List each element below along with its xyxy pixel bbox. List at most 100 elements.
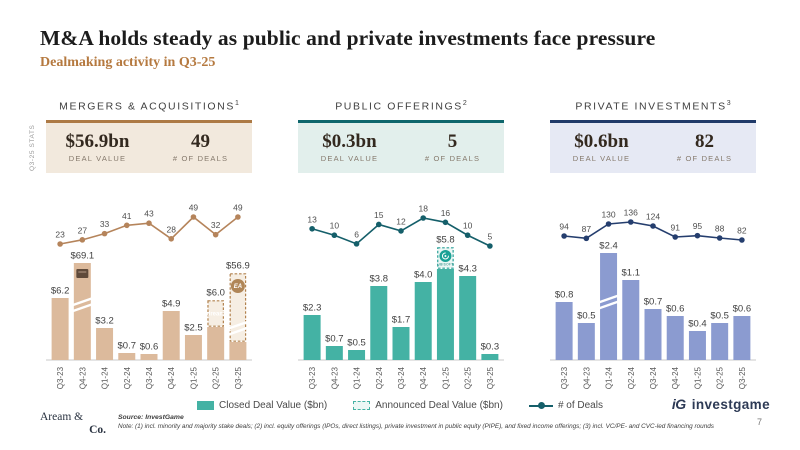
- deals-value-label: 10: [463, 220, 473, 230]
- category-label: Q1-25: [693, 366, 702, 389]
- bar-break-mark: [71, 296, 93, 306]
- category-label: Q1-24: [605, 366, 614, 389]
- legend-number-of-deals: # of Deals: [528, 400, 603, 411]
- deals-point: [57, 240, 63, 247]
- deal-count-stat: 49 # OF DEALS: [149, 132, 252, 163]
- category-label: Q2-25: [212, 366, 221, 389]
- deal-value: $0.6bn: [574, 131, 629, 153]
- bar-value-label: $0.3: [481, 341, 500, 352]
- bar-value-label: $2.5: [184, 322, 203, 333]
- bar-value-label: $0.4: [688, 318, 707, 329]
- deals-value-label: 13: [307, 214, 317, 224]
- bar-value-label: $4.0: [414, 269, 433, 280]
- closed-bar: [555, 301, 573, 360]
- panel-header-label: MERGERS & ACQUISITIONS: [59, 100, 235, 113]
- category-label: Q2-24: [375, 366, 384, 389]
- deals-point: [331, 231, 338, 238]
- bar-value-label: $2.3: [303, 302, 322, 313]
- category-label: Q4-24: [167, 366, 176, 389]
- deal-count-stat: 5 # OF DEALS: [401, 132, 504, 163]
- category-label: Q4-24: [671, 366, 680, 389]
- deals-value-label: 136: [624, 207, 638, 217]
- deal-count-label: # OF DEALS: [424, 153, 481, 163]
- closed-bar: [325, 345, 343, 360]
- deals-value-label: 10: [330, 220, 340, 230]
- ubisoft-logo-text: UBISOFT: [437, 262, 453, 266]
- closed-bar: [348, 349, 366, 360]
- deals-value-label: 95: [693, 221, 703, 231]
- closed-bar: [711, 322, 729, 360]
- bar-value-label: $1.7: [392, 314, 411, 325]
- page-title: M&A holds steady as public and private i…: [40, 26, 656, 50]
- deals-point: [212, 231, 219, 237]
- panel-header: PRIVATE INVESTMENTS3: [550, 100, 756, 113]
- deals-value-label: 49: [233, 202, 243, 212]
- deals-value-label: 82: [737, 225, 747, 235]
- announced-bar: [207, 299, 224, 327]
- category-label: Q3-24: [397, 366, 406, 389]
- bar-value-label: $5.8: [436, 234, 455, 245]
- category-label: Q2-25: [716, 366, 725, 389]
- bar-value-label: $3.2: [95, 315, 114, 326]
- bar-value-label: $3.8: [370, 273, 389, 284]
- brand-line-1: Aream &: [40, 411, 84, 423]
- category-label: Q4-24: [419, 366, 428, 389]
- bar-value-label: $0.5: [577, 310, 596, 321]
- deals-value-label: 124: [646, 211, 660, 221]
- deal-count: 49: [191, 131, 210, 153]
- deal-value: $56.9bn: [65, 131, 130, 153]
- closed-bar: [51, 297, 69, 360]
- panel-public-offerings: PUBLIC OFFERINGS2 $0.3bn DEAL VALUE 5 # …: [298, 100, 504, 391]
- bar-value-label: $0.6: [140, 341, 159, 352]
- line-marker-swatch-icon: [528, 402, 553, 409]
- bar-value-label: $56.9: [226, 260, 250, 271]
- mergers-acquisitions-chart: $6.2 Q3-23 $69.1 Q4-23 $3.2 Q1-24 $0.7 Q2-24 $0.…: [46, 195, 252, 391]
- deals-point: [627, 218, 634, 225]
- bar-value-label: $69.1: [70, 250, 94, 261]
- legend-closed-label: Closed Deal Value ($bn): [219, 400, 328, 411]
- deals-point: [561, 232, 567, 239]
- deals-value-label: 94: [559, 221, 569, 231]
- deal-count: 5: [447, 131, 458, 153]
- investgame-logo: iG investgame: [672, 396, 770, 412]
- investgame-logo-text: investgame: [691, 397, 770, 412]
- category-label: Q1-24: [101, 366, 110, 389]
- category-label: Q3-23: [560, 366, 569, 389]
- closed-bar: [622, 279, 640, 360]
- bar-break-mark: [71, 302, 93, 312]
- deal-count: 82: [695, 131, 714, 153]
- deals-point: [583, 235, 590, 241]
- panel-header-label: PUBLIC OFFERINGS: [335, 100, 463, 113]
- note-text: Note: (1) incl. minority and majority st…: [118, 423, 714, 430]
- bar-value-label: $1.1: [622, 267, 641, 278]
- investgame-logo-mark-icon: iG: [671, 396, 686, 412]
- deals-value-label: 49: [189, 202, 199, 212]
- deals-value-label: 5: [488, 231, 493, 241]
- deals-point: [353, 240, 360, 247]
- bar-break-mark: [598, 299, 619, 310]
- deal-count-label: # OF DEALS: [676, 153, 733, 163]
- deal-count-label: # OF DEALS: [172, 153, 229, 163]
- bar-break-mark: [598, 293, 619, 304]
- category-label: Q4-23: [78, 366, 87, 389]
- deal-value-stat: $0.3bn DEAL VALUE: [298, 132, 401, 163]
- deals-value-label: 6: [354, 229, 359, 239]
- stats-box: $0.3bn DEAL VALUE 5 # OF DEALS: [298, 119, 504, 173]
- company-logo-badge-detail: [78, 270, 87, 273]
- deals-point: [398, 227, 404, 234]
- deals-point: [672, 233, 679, 240]
- bar-value-label: $0.7: [644, 296, 663, 307]
- deals-value-label: 16: [441, 207, 451, 217]
- bar-value-label: $4.9: [162, 298, 181, 309]
- deals-point: [650, 222, 656, 229]
- stats-box: $56.9bn DEAL VALUE 49 # OF DEALS: [46, 119, 252, 173]
- deals-point: [442, 219, 449, 225]
- dream-games-logo-text: dream: [207, 311, 225, 317]
- deal-value-label: DEAL VALUE: [68, 153, 127, 163]
- deals-point: [464, 231, 471, 238]
- deals-value-label: 43: [144, 208, 154, 218]
- category-label: Q3-23: [308, 366, 317, 389]
- bar-value-label: $0.5: [347, 337, 366, 348]
- combo-chart-svg: $0.8 Q3-23 $0.5 Q4-23 $2.4 Q1-24 $1.1 Q2-24 $0.7…: [550, 207, 756, 389]
- panel-mergers-acquisitions: MERGERS & ACQUISITIONS1 $56.9bn DEAL VAL…: [46, 100, 252, 391]
